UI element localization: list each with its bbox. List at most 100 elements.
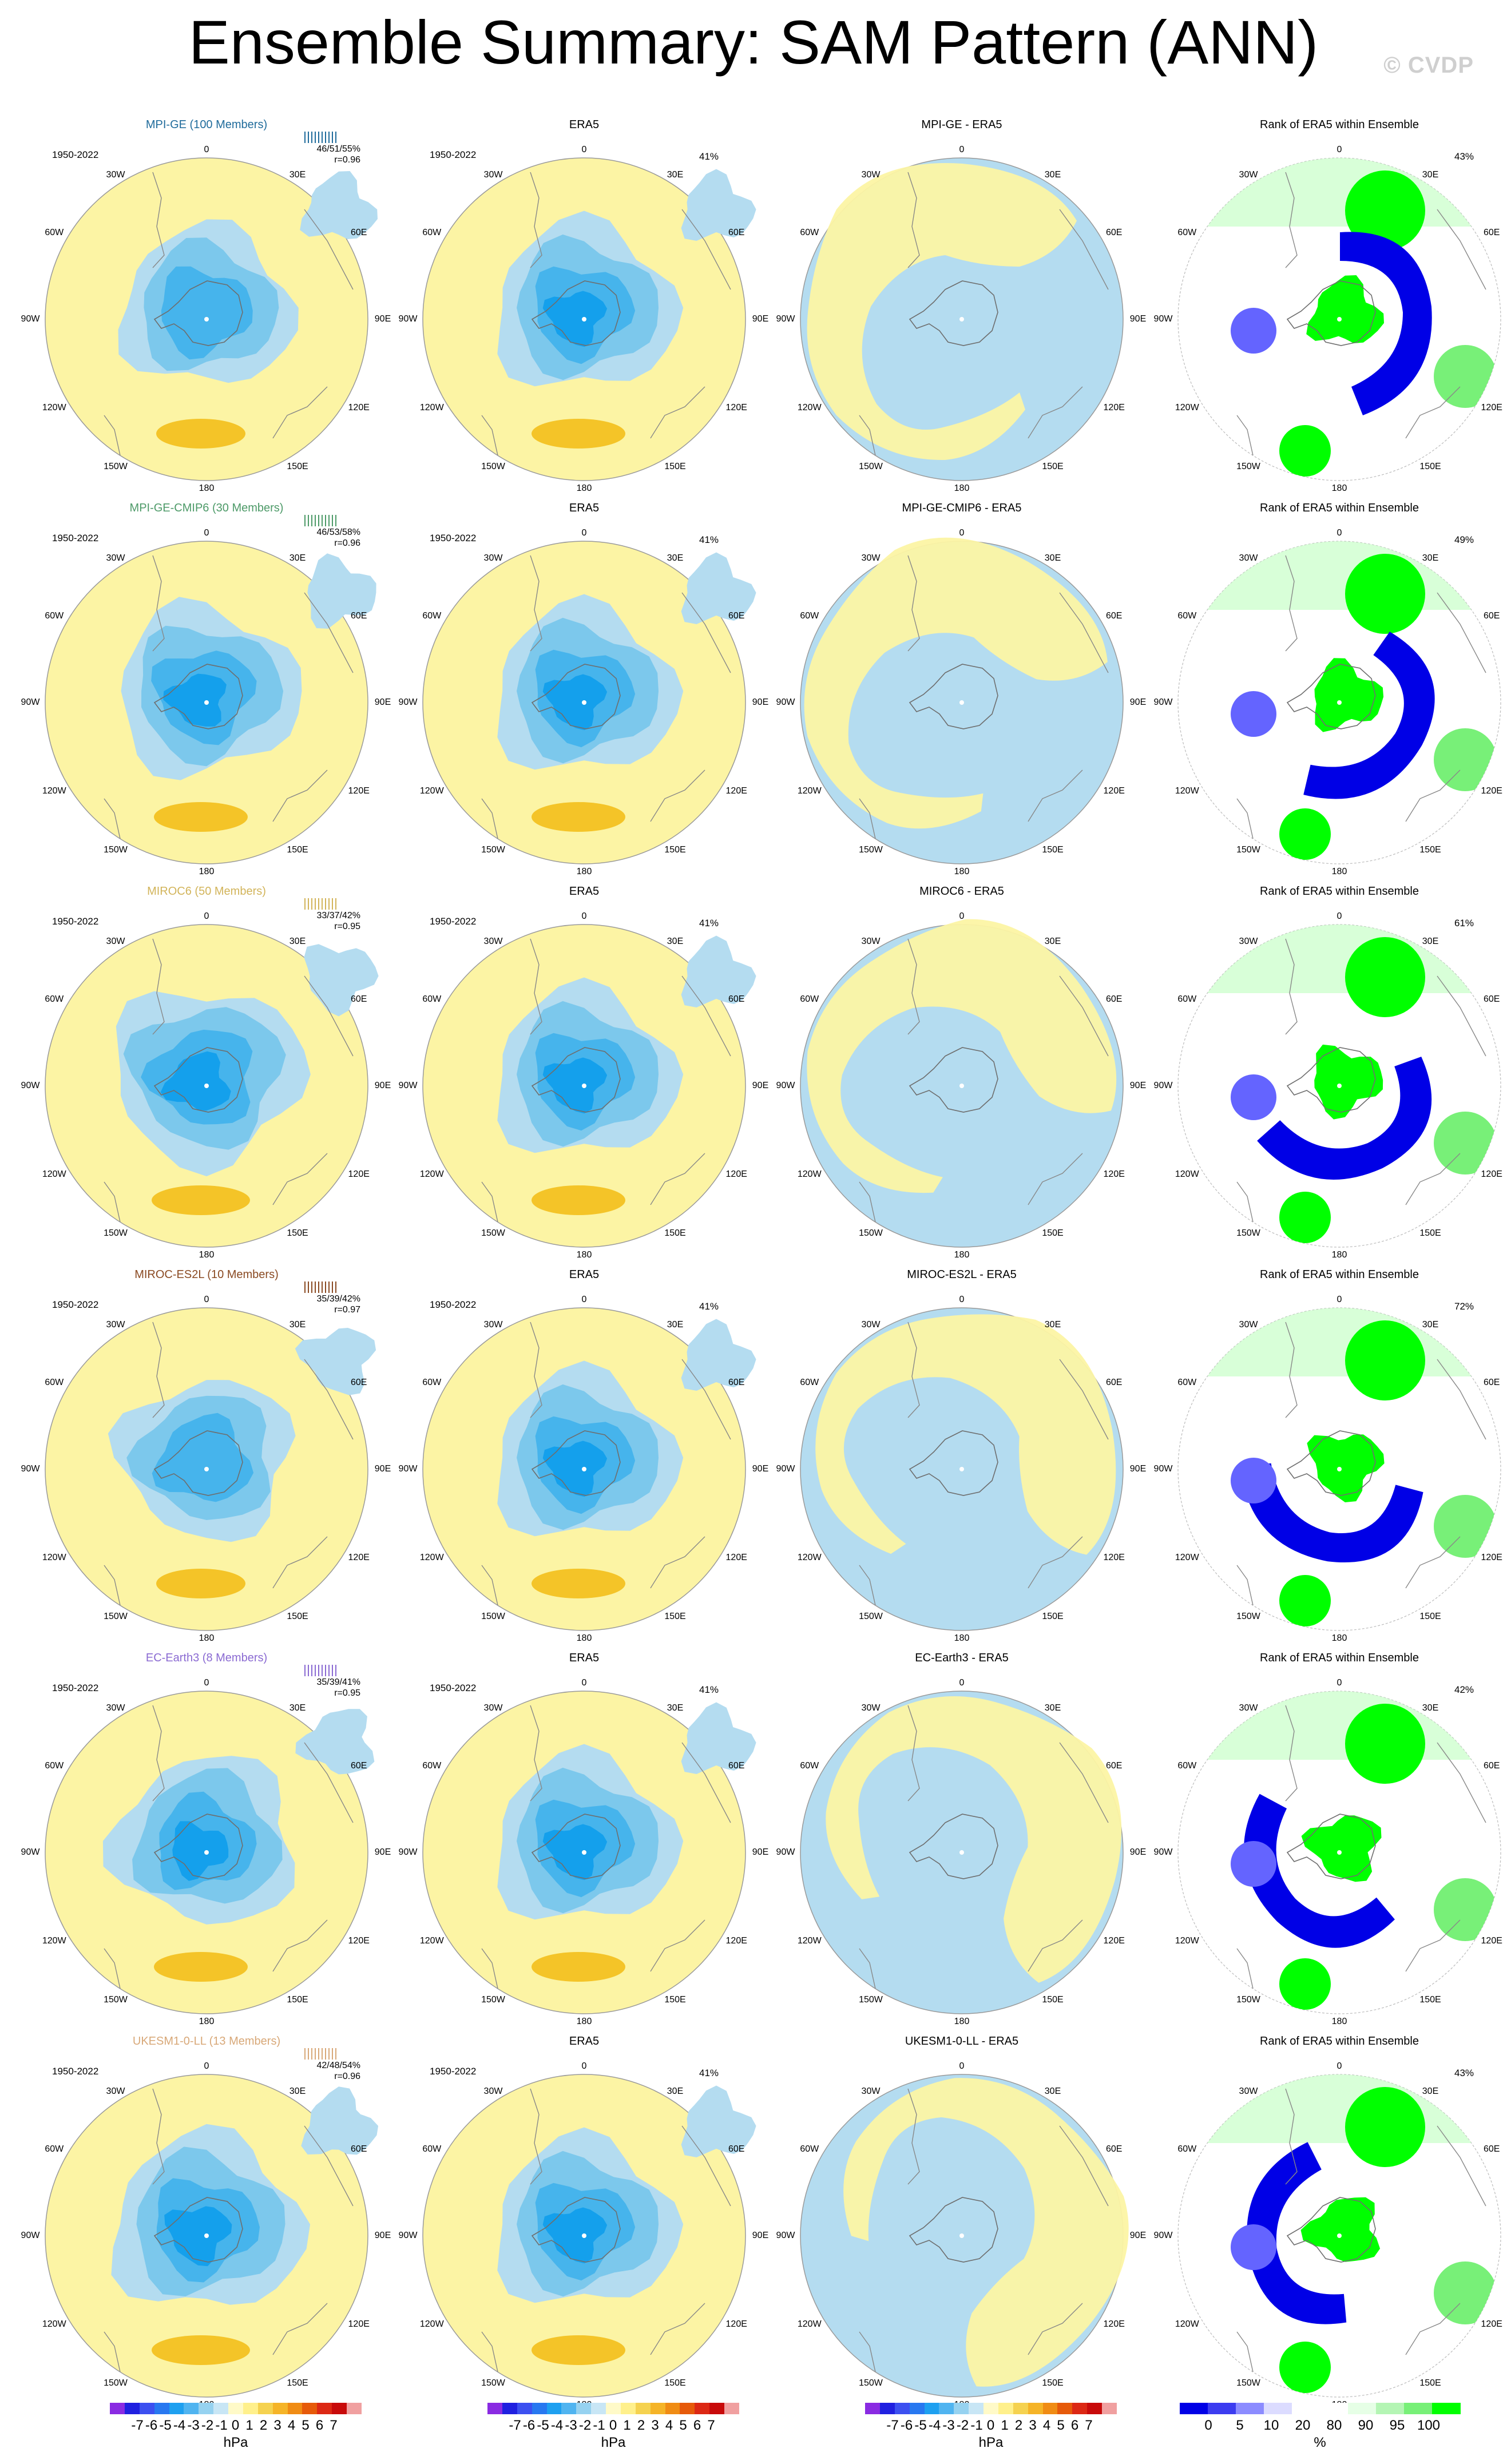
longitude-label-br: 150E: [1419, 1612, 1441, 1622]
rank-low-arc: [1303, 632, 1435, 799]
coastline-antarctica: [153, 1047, 243, 1113]
longitude-label-top: 0: [204, 1678, 209, 1688]
pattern-correlation: r=0.96: [334, 2072, 360, 2081]
coastline-africa: [1437, 2125, 1486, 2207]
member-tick: [322, 515, 323, 526]
time-period: 1950-2022: [430, 533, 477, 543]
rank-green-edge: [1434, 2261, 1497, 2324]
longitude-label-tl: 30W: [106, 169, 125, 180]
coastline-australia: [1028, 769, 1083, 822]
rank-high-region: [1345, 554, 1425, 634]
panel-title: Rank of ERA5 within Ensemble: [1260, 1268, 1419, 1281]
member-tick: [304, 132, 306, 143]
panel-title: ERA5: [569, 1268, 600, 1281]
panel-title: Rank of ERA5 within Ensemble: [1260, 2035, 1419, 2048]
difference-center: [942, 666, 1000, 729]
member-spread-ticks: [287, 896, 356, 913]
coastline-south-america: [152, 938, 165, 1035]
colorbar-unit: hPa: [978, 2435, 1004, 2450]
longitude-label-bottom: 180: [954, 1250, 970, 1260]
time-period: 1950-2022: [430, 2066, 477, 2077]
colorbar-cell: [257, 2403, 273, 2414]
rank-green-band: [1178, 1691, 1501, 1760]
panel-title: MIROC-ES2L - ERA5: [907, 1268, 1017, 1281]
coastline-australia: [1405, 386, 1461, 439]
colorbar-cell: [1042, 2403, 1058, 2414]
colorbar-tick-label: -5: [914, 2418, 927, 2433]
colorbar-tick-label: 5: [302, 2418, 310, 2433]
colorbar-tick-label: -4: [928, 2418, 941, 2433]
longitude-label-left: 90W: [398, 1847, 418, 1857]
longitude-label-l2: 120W: [797, 403, 822, 412]
contour-level-4: [160, 1051, 231, 1111]
rank-green-bottom: [1279, 1192, 1331, 1243]
longitude-label-right: 90E: [752, 1464, 769, 1474]
longitude-label-tr: 30E: [667, 1319, 684, 1330]
variance-explained: 41%: [699, 2068, 719, 2078]
longitude-label-br: 150E: [287, 1995, 308, 2005]
longitude-label-top: 0: [204, 145, 209, 154]
panel-obs-row6: ERA51950-202241%030E60E90E120E150E180150…: [396, 2034, 772, 2417]
longitude-label-bottom: 180: [1331, 1633, 1347, 1643]
longitude-label-top: 0: [581, 911, 587, 921]
member-tick: [315, 898, 316, 910]
coastline-new-zealand: [104, 2331, 121, 2372]
longitude-label-tl: 30W: [1239, 1703, 1258, 1713]
longitude-label-r2: 120E: [1481, 2319, 1502, 2329]
longitude-label-l2: 120W: [42, 786, 66, 796]
pattern-stats: 46/53/58% r=0.96: [292, 527, 360, 549]
polar-map: [45, 157, 378, 481]
colorbar-tick-label: 6: [693, 2418, 701, 2433]
positive-anomaly-patch: [532, 2335, 625, 2365]
south-pole-marker: [582, 1084, 586, 1088]
colorbar-cell: [606, 2403, 621, 2414]
coastline-africa: [681, 1359, 731, 1440]
longitude-label-tl: 30W: [1239, 169, 1258, 180]
coastline-antarctica: [153, 2197, 243, 2263]
colorbar-cell: [909, 2403, 925, 2414]
positive-difference-region: [807, 163, 1077, 461]
member-tick: [308, 132, 309, 143]
longitude-label-bl: 150W: [104, 1228, 128, 1239]
rank-percent: 61%: [1454, 918, 1474, 929]
colorbar-cell: [1236, 2403, 1264, 2414]
time-period: 1950-2022: [52, 1683, 99, 1693]
longitude-label-top: 0: [581, 145, 587, 154]
coastline-antarctica: [1286, 1430, 1376, 1496]
coastline-antarctica: [1286, 2197, 1376, 2263]
longitude-label-left: 90W: [776, 1081, 795, 1090]
colorbar-cell: [1264, 2403, 1292, 2414]
coastline-africa: [681, 975, 731, 1057]
coastline-new-zealand: [1236, 1565, 1254, 1606]
time-period: 1950-2022: [52, 533, 99, 543]
longitude-label-l2: 120W: [1175, 2319, 1199, 2329]
longitude-label-right: 90E: [1129, 2231, 1147, 2240]
longitude-label-r1: 60E: [1105, 994, 1123, 1004]
colorbar-cell: [635, 2403, 651, 2414]
longitude-label-r1: 60E: [1105, 228, 1123, 237]
longitude-label-top: 0: [581, 528, 587, 538]
coastline-south-america: [530, 2088, 542, 2185]
colorbar-cell: [1028, 2403, 1044, 2414]
polar-map: [800, 1307, 1124, 1631]
coastline-antarctica: [1286, 280, 1376, 346]
polar-map: [1177, 924, 1501, 1248]
longitude-label-bottom: 180: [954, 1633, 970, 1643]
rank-high-center: [1301, 1815, 1382, 1882]
colorbar-cell: [1087, 2403, 1103, 2414]
coastline-africa: [1059, 592, 1109, 673]
colorbar-tick-label: 95: [1389, 2418, 1405, 2433]
longitude-label-bl: 150W: [481, 1995, 505, 2005]
panel-title: ERA5: [569, 502, 600, 514]
coastline-south-america: [152, 2088, 165, 2185]
variance-explained: 35/39/42%: [316, 1294, 360, 1304]
panel-obs-row5: ERA5 1950-2022 41% 0 30E 60E 90E 120E 150E 180 150…: [396, 1651, 772, 2033]
coastline-new-zealand: [481, 1181, 498, 1223]
member-tick: [325, 1281, 326, 1293]
coastline-australia: [272, 1919, 328, 1972]
coastline-antarctica: [531, 1814, 621, 1879]
longitude-label-tr: 30E: [289, 169, 306, 180]
longitude-label-l1: 60W: [45, 1761, 64, 1771]
longitude-label-left: 90W: [398, 697, 418, 707]
south-pole-marker: [204, 700, 209, 705]
